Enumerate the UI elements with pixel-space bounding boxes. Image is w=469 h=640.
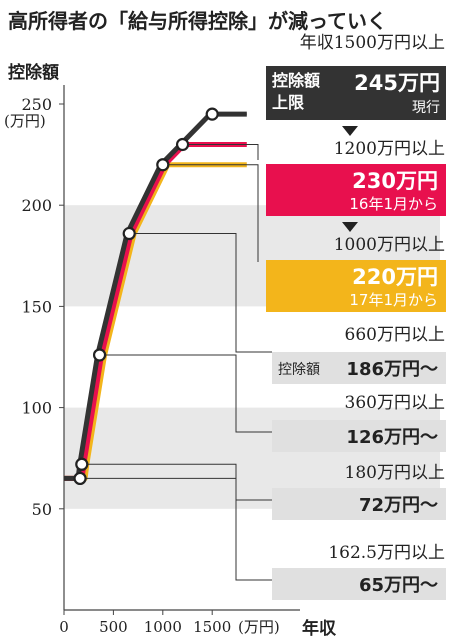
income-label-660: 660万円以上: [345, 325, 445, 345]
y-axis-unit: (万円): [4, 112, 46, 130]
y-tick-label: 250: [21, 95, 52, 114]
x-axis-label: 年収: [302, 618, 337, 639]
income-label-1000: 1000万円以上: [334, 235, 445, 255]
callout-box: [272, 352, 446, 384]
data-point: [175, 137, 190, 152]
income-label-360: 360万円以上: [345, 393, 445, 413]
red-box: [266, 164, 446, 216]
current-amount: 245万円: [354, 71, 440, 95]
y-tick-label: 100: [21, 399, 52, 418]
leader-line: [129, 233, 272, 353]
x-tick-label: 1500: [193, 618, 231, 636]
yellow-note: 17年1月から: [349, 291, 438, 309]
leader-line: [182, 144, 259, 160]
x-tick-label: 500: [99, 618, 128, 636]
current-note: 現行: [412, 100, 440, 116]
red-amount: 230万円: [352, 169, 438, 193]
yellow-box: [266, 260, 446, 312]
current-box-line2: 上限: [272, 93, 305, 112]
data-point: [156, 158, 170, 172]
data-point: [75, 457, 89, 471]
y-tick-label: 50: [32, 500, 52, 519]
income-label-1500: 年収1500万円以上: [300, 33, 445, 53]
data-point: [92, 348, 107, 362]
data-point: [73, 471, 87, 486]
callout-box: [272, 420, 446, 452]
income-label-180: 180万円以上: [345, 463, 445, 483]
red-note: 16年1月から: [349, 195, 438, 213]
income-label-162: 162.5万円以上: [328, 543, 445, 563]
x-tick-label: 0: [59, 618, 69, 636]
income-label-1200: 1200万円以上: [334, 139, 445, 159]
callout-prefix: 控除額: [278, 362, 320, 378]
callout-amount: 186万円～: [346, 359, 438, 380]
callout-amount: 126万円～: [346, 427, 438, 448]
y-tick-label: 150: [21, 297, 52, 316]
y-axis-label: 控除額: [8, 62, 59, 83]
current-box-line1: 控除額: [272, 71, 320, 90]
x-tick-label: 1000: [144, 618, 182, 636]
down-arrow: [342, 222, 358, 232]
current-limit-box: [266, 66, 446, 120]
down-arrow: [342, 126, 358, 136]
leader-line: [80, 477, 272, 581]
chart-title: 高所得者の「給与所得控除」が減っていく: [8, 9, 387, 33]
leader-line: [162, 164, 259, 262]
callout-amount: 72万円～: [359, 495, 438, 516]
callout-box: [272, 488, 446, 520]
callout-amount: 65万円～: [359, 575, 438, 596]
callout-box: [272, 568, 446, 600]
x-axis-unit: (万円): [238, 618, 280, 636]
leader-line: [99, 354, 272, 433]
data-point: [122, 226, 136, 241]
yellow-amount: 220万円: [352, 265, 438, 289]
y-tick-label: 200: [21, 196, 52, 215]
data-point: [205, 107, 219, 121]
